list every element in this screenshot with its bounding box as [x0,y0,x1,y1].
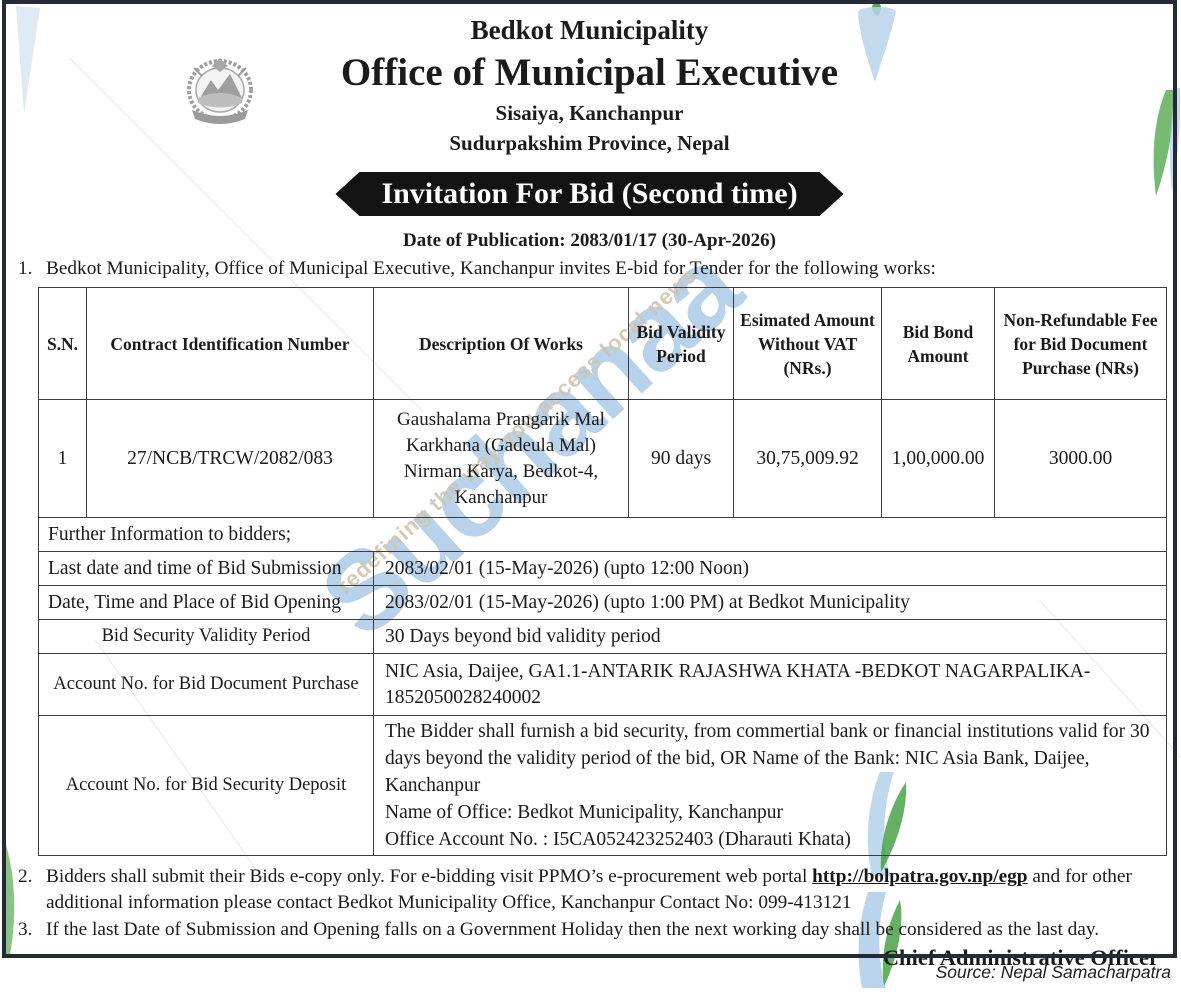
table-header-row: S.N. Contract Identification Number Desc… [38,287,1167,400]
source-caption: Source: Nepal Samacharpatra [935,962,1171,982]
col-header-description: Description Of Works [373,287,629,400]
top-leaf-decoration [850,3,908,88]
bottom-swoosh-decoration [842,892,918,994]
intro-item: 1. Bedkot Municipality, Office of Munici… [6,256,1173,282]
info-row-security-validity: Bid Security Validity Period 30 Days bey… [38,619,1167,654]
deposit-line-3: Office Account No. : I5CA052423252403 (D… [385,829,851,850]
note-text-before-link: Bidders shall submit their Bids e-copy o… [46,866,813,887]
info-value: 2083/02/01 (15-May-2026) (upto 12:00 Noo… [373,551,1167,586]
col-header-document-fee: Non-Refundable Fee for Bid Document Purc… [994,287,1167,400]
notice-body: Bedkot Municipality Office of Municipal … [6,4,1173,972]
publication-date: Date of Publication: 2083/01/17 (30-Apr-… [403,230,776,251]
info-value-multiline: The Bidder shall furnish a bid security,… [373,715,1167,856]
info-label: Date, Time and Place of Bid Opening [38,585,374,620]
col-header-contract-id: Contract Identification Number [86,287,374,400]
note-text: Bidders shall submit their Bids e-copy o… [46,864,1159,916]
intro-number: 1. [18,258,33,279]
col-header-estimated-amount: Esimated Amount Without VAT (NRs.) [733,287,882,400]
cell-sn: 1 [38,399,87,518]
office-title: Office of Municipal Executive [340,51,839,94]
tender-table: S.N. Contract Identification Number Desc… [38,287,1167,856]
col-header-bid-validity: Bid Validity Period [628,287,734,400]
info-row-opening: Date, Time and Place of Bid Opening 2083… [38,585,1167,620]
nepal-emblem-logo [172,46,268,138]
info-label: Last date and time of Bid Submission [38,551,374,586]
address-line: Sisaiya, Kanchanpur [495,101,684,125]
info-label: Bid Security Validity Period [38,619,374,654]
cell-bid-bond: 1,00,000.00 [881,399,995,518]
banner-row: Invitation For Bid (Second time) [6,172,1173,216]
info-row-submission: Last date and time of Bid Submission 208… [38,551,1167,586]
info-value: NIC Asia, Daijee, GA1.1-ANTARIK RAJASHWA… [373,653,1167,716]
note-text-after-link: and for other additional information ple… [46,866,1132,913]
cell-bid-validity: 90 days [628,399,734,518]
info-row-document-account: Account No. for Bid Document Purchase NI… [38,653,1167,716]
note-item-2: 2. Bidders shall submit their Bids e-cop… [6,864,1173,916]
note-number: 3. [18,919,33,940]
info-value: 2083/02/01 (15-May-2026) (upto 1:00 PM) … [373,585,1167,620]
deposit-line-1: The Bidder shall furnish a bid security,… [385,721,1150,796]
municipality-title: Bedkot Municipality [470,15,709,45]
cell-description: Gaushalama Prangarik Mal Karkhana (Gadeu… [373,399,629,518]
table-row: 1 27/NCB/TRCW/2082/083 Gaushalama Pranga… [38,399,1167,518]
further-info-title-row: Further Information to bidders; [38,517,1167,552]
note-item-3: 3. If the last Date of Submission and Op… [6,917,1173,943]
col-header-bid-bond: Bid Bond Amount [881,287,995,400]
corner-fold-decoration [10,6,50,123]
intro-text: Bedkot Municipality, Office of Municipal… [46,258,936,279]
note-text: If the last Date of Submission and Openi… [46,919,1100,940]
cell-contract-id: 27/NCB/TRCW/2082/083 [86,399,374,518]
info-row-deposit-account: Account No. for Bid Security Deposit The… [38,715,1167,856]
cell-document-fee: 3000.00 [994,399,1167,518]
deposit-line-2: Name of Office: Bedkot Municipality, Kan… [385,802,784,823]
col-header-sn: S.N. [38,287,87,400]
province-line: Sudurpakshim Province, Nepal [449,131,730,155]
invitation-banner: Invitation For Bid (Second time) [335,172,843,216]
cell-estimated-amount: 30,75,009.92 [733,399,882,518]
further-info-title: Further Information to bidders; [38,517,1167,552]
note-number: 2. [18,866,33,887]
info-label: Account No. for Bid Document Purchase [38,653,374,716]
info-label: Account No. for Bid Security Deposit [38,715,374,856]
info-value: 30 Days beyond bid validity period [373,619,1167,654]
notes-section: 2. Bidders shall submit their Bids e-cop… [6,864,1173,943]
bolpatra-portal-link[interactable]: http://bolpatra.gov.np/egp [812,866,1028,887]
